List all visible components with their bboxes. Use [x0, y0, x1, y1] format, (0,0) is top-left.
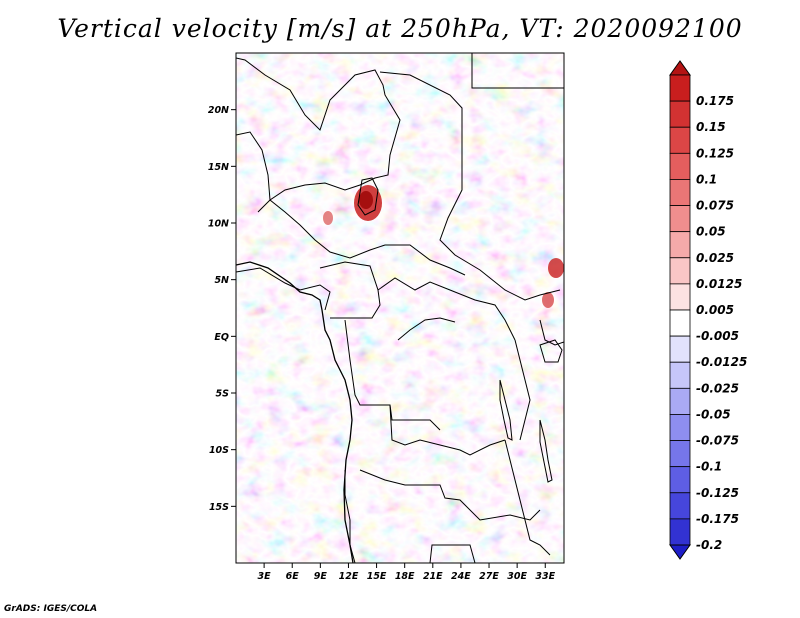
colorbar-label: 0.125 [696, 146, 734, 160]
colorbar-swatch [669, 361, 691, 389]
colorbar-swatch [669, 100, 691, 128]
colorbar-label: -0.025 [696, 381, 739, 395]
colorbar-swatch [669, 126, 691, 154]
colorbar-label: -0.125 [696, 486, 739, 500]
lon-tick-label: 9E [314, 571, 328, 582]
colorbar-label: 0.0125 [696, 277, 742, 291]
map-frame [235, 52, 565, 564]
colorbar-label: -0.075 [696, 434, 739, 448]
colorbar-label: -0.175 [696, 512, 739, 526]
convective-cores [323, 185, 564, 308]
lat-tick-label: 10S [209, 445, 229, 456]
map-panel [235, 52, 565, 564]
lat-tick-label: EQ [214, 332, 229, 343]
colorbar-swatch [669, 179, 691, 206]
colorbar: 0.175 0.15 0.125 0.1 0.075 0.05 0.025 0.0125 0.0… [669, 60, 747, 560]
lake-chad [357, 177, 379, 216]
colorbar-label: -0.0125 [696, 355, 747, 369]
credit-text: GrADS: IGES/COLA [4, 604, 98, 614]
colorbar-swatch [669, 518, 691, 546]
colorbar-swatch [669, 466, 691, 494]
lat-tick-label: 20N [208, 105, 229, 116]
colorbar-label: 0.075 [696, 199, 734, 213]
colorbar-swatch [669, 205, 691, 233]
colorbar-swatch [669, 257, 691, 285]
lat-tick-label: 5N [214, 275, 229, 286]
coastline [236, 261, 354, 563]
core-east [548, 258, 564, 278]
colorbar-bottom-extend [669, 544, 691, 560]
lat-tick-label: 10N [208, 219, 229, 230]
core-chad-center [359, 191, 373, 209]
lat-tick-label: 15S [209, 502, 229, 513]
colorbar-label: -0.1 [696, 460, 722, 474]
colorbar-swatch [669, 387, 691, 415]
colorbar-swatch [669, 492, 691, 520]
lon-tick-label: 27E [479, 571, 499, 582]
colorbar-label: 0.025 [696, 251, 734, 265]
lakes [357, 177, 563, 483]
colorbar-label: 0.05 [696, 225, 726, 239]
core-east-2 [542, 292, 554, 308]
lat-tick-label: 5S [216, 389, 230, 400]
colorbar-swatch [669, 231, 691, 259]
latitude-axis: 20N 15N 10N 5N EQ 5S 10S 15S [208, 105, 236, 513]
colorbar-swatch [669, 440, 691, 468]
lon-tick-label: 21E [423, 571, 443, 582]
lake-victoria [539, 339, 563, 363]
colorbar-label: 0.1 [696, 172, 717, 186]
lon-tick-label: 30E [507, 571, 527, 582]
lon-tick-label: 15E [367, 571, 387, 582]
colorbar-label: -0.05 [696, 407, 731, 421]
colorbar-swatch [669, 152, 691, 180]
colorbar-top-extend [669, 60, 691, 76]
colorbar-label: 0.15 [696, 120, 726, 134]
lon-tick-label: 3E [258, 571, 272, 582]
colorbar-swatch [669, 283, 691, 311]
velocity-field [236, 53, 564, 563]
lon-tick-label: 12E [339, 571, 359, 582]
colorbar-label: -0.2 [696, 538, 722, 552]
chart-title: Vertical velocity [m/s] at 250hPa, VT: 2… [57, 14, 743, 43]
lake-tanganyika [499, 379, 513, 441]
lake-malawi [539, 419, 553, 483]
lon-tick-label: 18E [395, 571, 415, 582]
colorbar-swatch [669, 414, 691, 441]
colorbar-label: 0.175 [696, 94, 734, 108]
lon-tick-label: 24E [451, 571, 471, 582]
country-borders [236, 53, 564, 563]
colorbar-swatch [669, 309, 691, 337]
colorbar-swatch [669, 335, 691, 363]
lat-tick-label: 15N [208, 162, 229, 173]
core-west [323, 211, 333, 225]
colorbar-label: -0.005 [696, 329, 739, 343]
longitude-axis: 3E 6E 9E 12E 15E 18E 21E 24E 27E 30E 33E [258, 563, 556, 582]
colorbar-swatch [669, 74, 691, 102]
lon-tick-label: 33E [535, 571, 555, 582]
lon-tick-label: 6E [286, 571, 300, 582]
colorbar-label: 0.005 [696, 303, 734, 317]
